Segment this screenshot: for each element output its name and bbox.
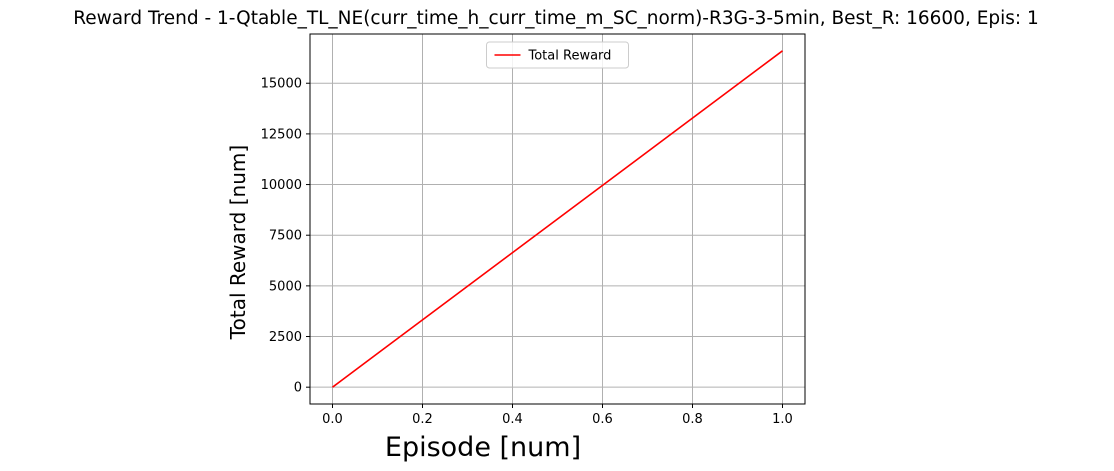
y-tick-label: 5000	[269, 279, 302, 294]
series-layer	[332, 50, 783, 388]
plot-area-frame	[309, 33, 806, 405]
y-axis-label: Total Reward [num]	[226, 145, 250, 340]
y-tick-label: 15000	[261, 77, 302, 92]
y-tick-label: 0	[294, 381, 302, 396]
y-tick-label: 7500	[269, 229, 302, 244]
series-line-total-reward	[332, 50, 783, 388]
x-tick-label: 0.0	[322, 412, 343, 427]
y-tick-label: 10000	[261, 178, 302, 193]
chart-title: Reward Trend - 1-Qtable_TL_NE(curr_time_…	[73, 8, 1039, 29]
x-tick-label: 0.8	[682, 412, 703, 427]
x-tick-label: 1.0	[772, 412, 793, 427]
x-axis-label: Episode [num]	[385, 432, 581, 463]
x-axis-ticks: 0.0 0.2 0.4 0.6 0.8 1.0	[322, 404, 793, 427]
x-tick-label: 0.6	[592, 412, 613, 427]
x-tick-label: 0.2	[412, 412, 433, 427]
x-tick-label: 0.4	[502, 412, 523, 427]
legend-box	[486, 41, 629, 69]
y-tick-label: 12500	[261, 127, 302, 142]
grid-lines	[310, 34, 805, 404]
y-axis-ticks: 0 2500 5000 7500 10000 12500 15000	[261, 77, 310, 396]
legend-label: Total Reward	[528, 49, 612, 64]
legend: Total Reward	[486, 41, 629, 69]
y-tick-label: 2500	[269, 330, 302, 345]
